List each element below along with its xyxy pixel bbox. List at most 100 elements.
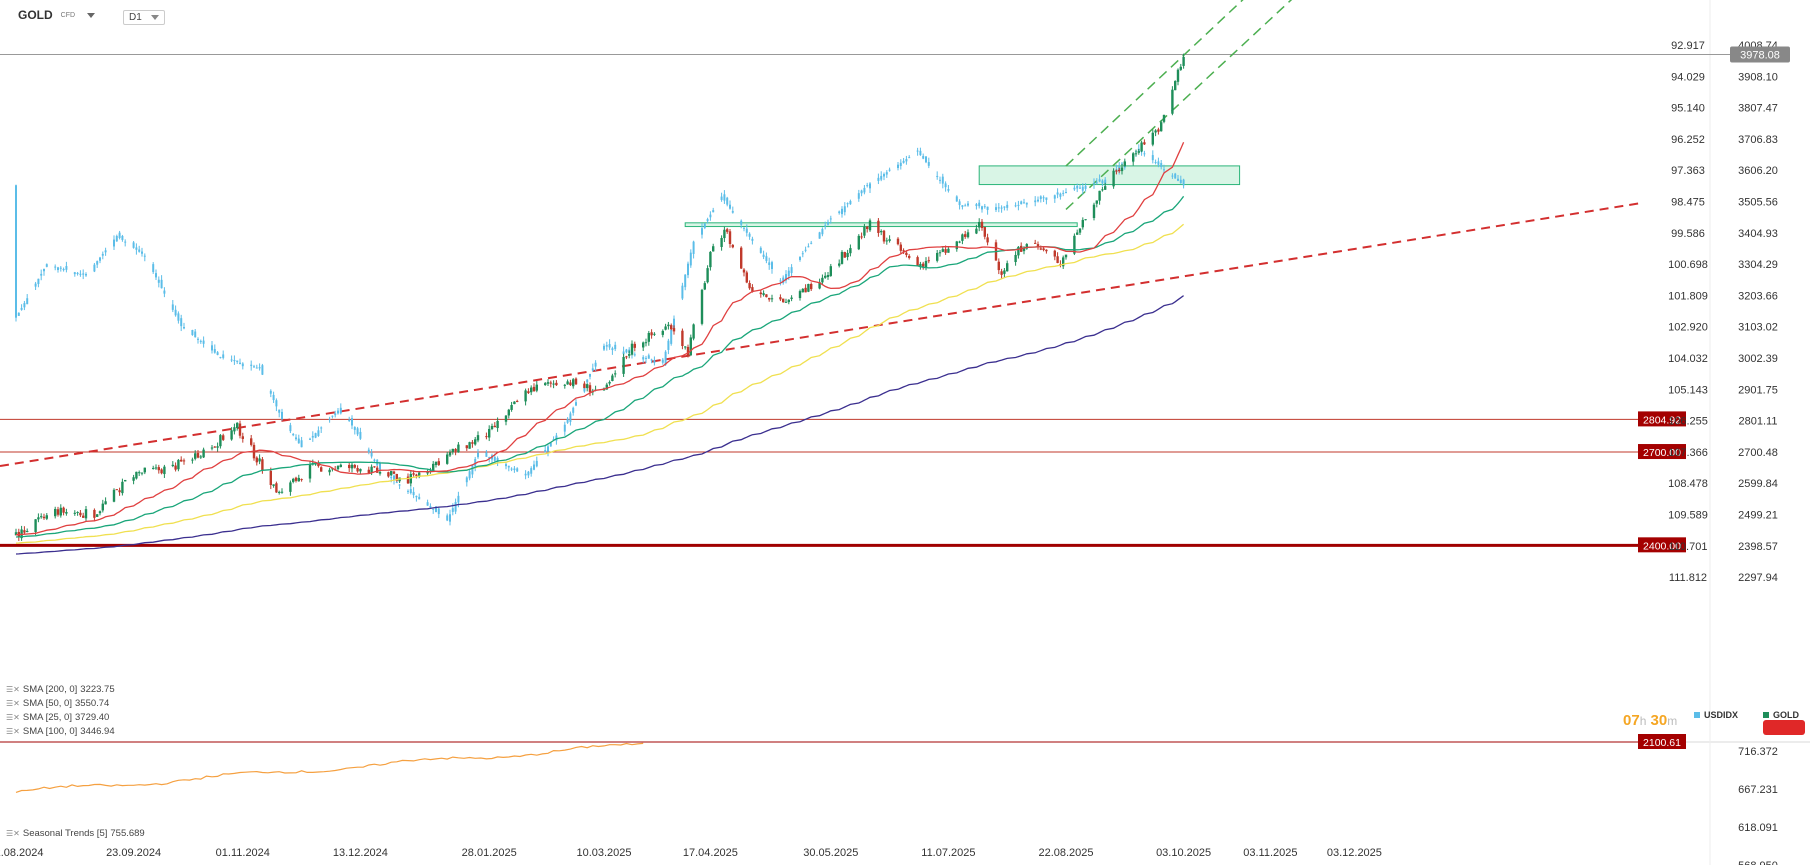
gold-candle bbox=[712, 246, 715, 252]
chevron-down-icon[interactable] bbox=[151, 15, 159, 20]
legend-swatch bbox=[1694, 712, 1700, 718]
gold-candle bbox=[476, 435, 480, 441]
chevron-down-icon[interactable] bbox=[87, 12, 96, 18]
gold-candle bbox=[782, 298, 785, 303]
usdidx-candle bbox=[1104, 179, 1107, 184]
usdidx-candle bbox=[23, 303, 26, 308]
gold-candle bbox=[132, 477, 135, 481]
usdidx-candle bbox=[132, 242, 135, 248]
gold-candle bbox=[549, 382, 552, 384]
price-axis-label: 3606.20 bbox=[1738, 165, 1778, 177]
symbol-name: GOLD bbox=[18, 8, 53, 22]
gold-candle bbox=[376, 467, 379, 473]
usdidx-candle bbox=[978, 202, 981, 207]
usdidx-axis-label: 104.032 bbox=[1668, 353, 1708, 365]
timeframe-selector[interactable]: D1 bbox=[123, 10, 165, 25]
usdidx-candle bbox=[782, 277, 785, 284]
usdidx-axis-label: 109.589 bbox=[1668, 509, 1708, 521]
trendline-support bbox=[0, 202, 1641, 468]
gold-candle bbox=[42, 516, 46, 519]
usdidx-candle bbox=[437, 508, 440, 515]
gold-candle bbox=[1157, 129, 1160, 132]
usdidx-candle bbox=[586, 379, 589, 383]
usdidx-candle bbox=[160, 279, 163, 289]
gold-candle bbox=[1095, 200, 1098, 204]
gold-candle bbox=[1160, 122, 1163, 132]
gold-candle bbox=[336, 466, 340, 470]
gold-candle bbox=[1014, 254, 1017, 263]
usdidx-axis-label: 94.029 bbox=[1671, 71, 1705, 83]
gold-candle bbox=[566, 381, 569, 385]
x-axis-label: 30.05.2025 bbox=[803, 847, 858, 859]
usdidx-candle bbox=[20, 307, 23, 310]
indicator-controls-icon[interactable]: ☰✕ bbox=[6, 699, 20, 708]
usdidx-candle bbox=[575, 402, 577, 406]
gold-candle bbox=[1078, 228, 1082, 233]
indicator-seasonal[interactable]: ☰✕ Seasonal Trends [5] 755.689 bbox=[6, 828, 145, 839]
price-axis-label: 3002.39 bbox=[1738, 353, 1778, 365]
usdidx-candle bbox=[121, 235, 124, 240]
usdidx-candle bbox=[241, 363, 244, 367]
usdidx-candle bbox=[157, 279, 160, 283]
usdidx-candle bbox=[104, 250, 107, 253]
indicator-sma-50[interactable]: ☰✕ SMA [50, 0] 3550.74 bbox=[6, 698, 109, 709]
indicator-controls-icon[interactable]: ☰✕ bbox=[6, 829, 20, 838]
usdidx-candle bbox=[927, 162, 930, 166]
gold-candle bbox=[703, 283, 706, 290]
usdidx-candle bbox=[1059, 193, 1062, 197]
usdidx-candle bbox=[101, 253, 104, 256]
legend-gold[interactable]: GOLD bbox=[1763, 710, 1799, 720]
usdidx-candle bbox=[866, 185, 869, 187]
gold-candle bbox=[124, 479, 127, 482]
gold-candle bbox=[415, 474, 418, 476]
gold-candle bbox=[191, 459, 194, 461]
legend-usdidx[interactable]: USDIDX bbox=[1694, 710, 1738, 720]
usdidx-candle bbox=[124, 241, 127, 243]
level-tag bbox=[1638, 444, 1686, 460]
usdidx-axis-label: 105.143 bbox=[1668, 384, 1708, 396]
gold-candle bbox=[121, 481, 124, 494]
gold-candle bbox=[196, 453, 200, 458]
gold-candle bbox=[846, 252, 849, 258]
gold-candle bbox=[210, 447, 214, 449]
gold-candle bbox=[801, 288, 804, 293]
gold-candle bbox=[34, 519, 37, 532]
gold-candle bbox=[350, 464, 354, 469]
usdidx-candle bbox=[645, 357, 647, 359]
gold-candle bbox=[485, 436, 488, 438]
indicator-controls-icon[interactable]: ☰✕ bbox=[6, 727, 20, 736]
sma-200-line bbox=[15, 295, 1184, 555]
indicator-name: SMA [100, 0] bbox=[22, 726, 78, 737]
gold-candle bbox=[1120, 167, 1124, 172]
indicator-controls-icon[interactable]: ☰✕ bbox=[6, 685, 20, 694]
timeframe-value: D1 bbox=[129, 12, 142, 23]
gold-candle bbox=[373, 466, 376, 468]
indicator-sma-25[interactable]: ☰✕ SMA [25, 0] 3729.40 bbox=[6, 712, 109, 723]
usdidx-candle bbox=[589, 373, 591, 377]
symbol-selector[interactable]: GOLD CFD bbox=[18, 8, 96, 22]
gold-candle bbox=[171, 464, 174, 467]
usdidx-candle bbox=[1182, 179, 1185, 186]
usdidx-candle bbox=[141, 251, 143, 254]
usdidx-candle bbox=[219, 357, 222, 359]
usdidx-candle bbox=[1003, 206, 1006, 208]
sell-button[interactable] bbox=[1763, 720, 1805, 735]
usdidx-candle bbox=[684, 274, 687, 288]
usdidx-candle bbox=[93, 264, 96, 272]
gold-candle bbox=[317, 463, 320, 467]
gold-candle bbox=[241, 436, 244, 439]
x-axis-label: 22.08.2025 bbox=[1038, 847, 1093, 859]
gold-candle bbox=[1034, 242, 1037, 244]
indicator-sma-200[interactable]: ☰✕ SMA [200, 0] 3223.75 bbox=[6, 684, 115, 695]
gold-candle bbox=[474, 439, 477, 445]
indicator-sma-100[interactable]: ☰✕ SMA [100, 0] 3446.94 bbox=[6, 726, 115, 737]
gold-candle bbox=[818, 282, 821, 289]
indicator-controls-icon[interactable]: ☰✕ bbox=[6, 713, 20, 722]
usdidx-candle bbox=[947, 189, 950, 191]
usdidx-candle bbox=[289, 425, 292, 432]
gold-candle bbox=[468, 442, 471, 449]
indicator-name: Seasonal Trends [5] bbox=[22, 828, 108, 839]
seasonal-axis-label: 568.950 bbox=[1738, 860, 1778, 865]
gold-candle bbox=[236, 422, 239, 429]
